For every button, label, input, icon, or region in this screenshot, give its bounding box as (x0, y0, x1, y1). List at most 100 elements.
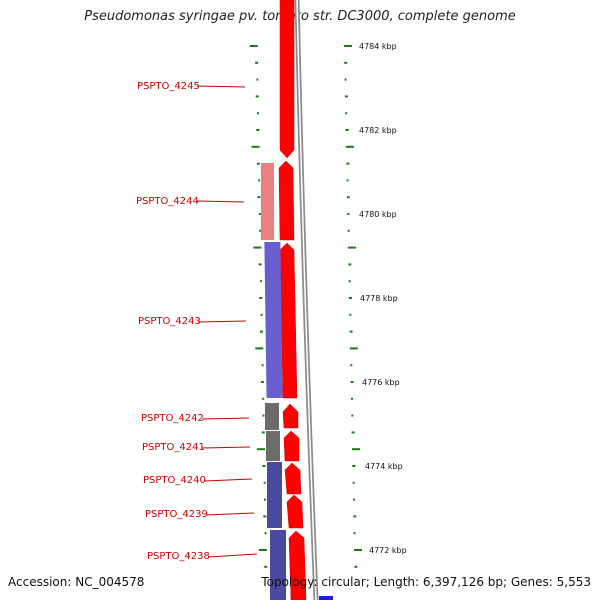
gc-tick (253, 246, 262, 249)
gc-tick (258, 179, 261, 182)
leader-line (207, 553, 258, 558)
gc-tick (257, 112, 259, 115)
gene-label: PSPTO_4240 (143, 475, 206, 486)
gc-tick (264, 565, 268, 568)
gc-tick (352, 465, 356, 467)
gc-tick (255, 95, 259, 98)
leader-line (196, 85, 246, 88)
gene-arrow-PSPTO_4245 (279, 0, 295, 159)
gc-tick (255, 347, 264, 350)
gc-tick (351, 414, 354, 417)
gc-tick (345, 112, 348, 115)
gene-label: PSPTO_4238 (147, 551, 210, 562)
scale-label: 4782 kbp (359, 126, 397, 135)
accession-text: Accession: NC_004578 (8, 575, 145, 589)
gc-tick (346, 196, 350, 199)
gc-tick (349, 347, 358, 350)
gc-tick (346, 162, 350, 165)
gene-arrow-PSPTO_4241 (283, 430, 300, 462)
gc-tick (263, 481, 266, 484)
gc-tick (256, 129, 260, 131)
gc-ticks-left (249, 45, 268, 568)
gene-label: PSPTO_4241 (142, 442, 205, 453)
gc-tick (345, 129, 349, 131)
gc-tick (258, 549, 267, 551)
gc-tick (260, 381, 264, 383)
gc-tick (260, 330, 263, 333)
gene-label: PSPTO_4244 (136, 196, 199, 207)
gc-tick (354, 549, 362, 551)
cog-block-PSPTO_4240 (267, 462, 282, 528)
gc-tick (258, 213, 261, 215)
gene-arrow-PSPTO_4239 (286, 494, 304, 529)
gc-tick (262, 397, 265, 400)
scale-label: 4780 kbp (359, 210, 397, 219)
scale-label: 4774 kbp (365, 462, 403, 471)
genome-summary-text: Topology: circular; Length: 6,397,126 bp… (261, 575, 591, 589)
scale-label: 4784 kbp (359, 42, 397, 51)
gc-tick (349, 313, 352, 316)
gc-ticks-right (343, 45, 362, 568)
leader-line (197, 320, 247, 323)
gc-tick (348, 297, 352, 299)
gene-labels: PSPTO_4245 PSPTO_4244 PSPTO_4243 PSPTO_4… (136, 81, 258, 562)
cog-block-PSPTO_4238 (270, 530, 286, 600)
gc-tick (262, 465, 266, 467)
gc-tick (343, 45, 352, 47)
gene-arrow-PSPTO_4242 (282, 403, 299, 429)
gc-tick (262, 414, 265, 417)
gc-tick (347, 229, 350, 232)
gene-arrow-PSPTO_4238 (288, 530, 307, 600)
cog-block-PSPTO_4241 (266, 431, 280, 461)
gc-tick (348, 280, 351, 283)
gc-tick (351, 397, 353, 400)
gc-tick (260, 313, 263, 316)
gc-tick (347, 246, 356, 249)
scale-labels: 4784 kbp 4782 kbp 4780 kbp 4778 kbp 4776… (359, 42, 407, 555)
gc-tick (348, 263, 352, 266)
gene-label: PSPTO_4243 (138, 316, 201, 327)
map-title: Pseudomonas syringae pv. tomato str. DC3… (84, 9, 516, 24)
gc-tick (354, 565, 358, 568)
gene-arrow-PSPTO_4243 (279, 242, 298, 399)
gc-tick (353, 498, 355, 501)
gc-tick (344, 95, 348, 98)
gc-tick (249, 45, 258, 47)
cog-block-PSPTO_4244 (261, 163, 274, 240)
gc-tick (259, 229, 262, 232)
leader-line (203, 478, 253, 482)
leader-line (205, 512, 255, 516)
gc-tick (259, 297, 263, 299)
scale-label: 4778 kbp (360, 294, 398, 303)
leader-line (196, 200, 245, 203)
leader-line (201, 446, 251, 449)
gc-tick (344, 78, 347, 81)
cog-block-PSPTO_4242 (265, 403, 279, 430)
gene-label: PSPTO_4242 (141, 413, 204, 424)
leader-line (201, 417, 250, 420)
gc-tick (258, 263, 262, 266)
gc-tick (352, 448, 360, 451)
scale-label: 4772 kbp (369, 546, 407, 555)
gc-tick (261, 364, 264, 367)
gc-tick (352, 481, 355, 484)
gc-tick (263, 515, 267, 518)
gc-tick (351, 431, 355, 434)
forward-gene-track (278, 0, 307, 600)
cog-block-PSPTO_4243 (264, 242, 283, 398)
gc-tick (257, 448, 266, 451)
gc-tick (353, 515, 357, 518)
gc-tick (257, 196, 261, 199)
gc-tick (345, 145, 354, 148)
gc-tick (353, 532, 356, 535)
gc-tick (346, 179, 349, 182)
gc-tick (261, 431, 265, 434)
gc-tick (264, 532, 267, 535)
gene-arrow-PSPTO_4244 (278, 160, 295, 241)
gc-tick (350, 364, 353, 367)
backbone-arc-inner (296, 0, 317, 600)
cog-track (261, 163, 286, 600)
gc-tick (255, 61, 259, 64)
gene-arrow-PSPTO_4240 (284, 462, 302, 495)
